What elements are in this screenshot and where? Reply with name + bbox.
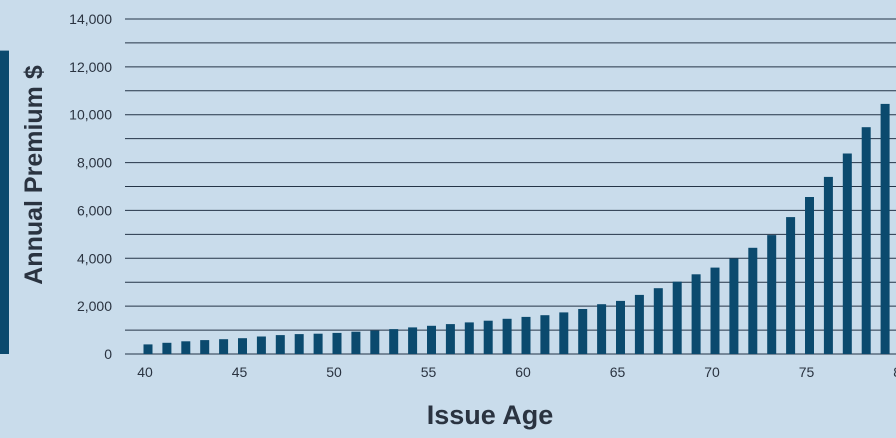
bar-age-68 (672, 281, 682, 354)
y-tick-labels: 0 2,000 4,000 6,000 8,000 10,000 12,000 14,000 (69, 11, 112, 362)
y-axis-title: Annual Premium $ (20, 65, 48, 285)
x-tick-label: 75 (799, 364, 815, 380)
bar-age-53 (389, 329, 399, 354)
y-tick-label: 8,000 (77, 155, 112, 171)
y-tick-label: 10,000 (69, 107, 112, 123)
bar-age-41 (162, 342, 172, 354)
x-tick-label: 45 (232, 364, 248, 380)
bar-age-47 (275, 335, 285, 354)
bar-age-45 (238, 338, 247, 354)
bar-age-74 (786, 217, 796, 354)
y-tick-label: 14,000 (69, 11, 112, 27)
x-tick-label: 65 (610, 364, 626, 380)
bar-age-72 (748, 247, 758, 354)
bar-age-52 (370, 330, 380, 354)
bar-age-63 (578, 309, 588, 354)
bar-age-56 (445, 324, 455, 354)
x-tick-label: 70 (704, 364, 720, 380)
y-tick-label: 2,000 (77, 298, 112, 314)
bar-age-77 (842, 153, 852, 354)
bar-age-57 (464, 322, 474, 354)
bar-age-51 (351, 331, 361, 354)
bar-age-78 (861, 127, 871, 354)
bar-age-55 (427, 325, 436, 354)
bar-age-73 (767, 235, 777, 354)
x-tick-labels: 40 45 50 55 60 65 70 75 80 (137, 364, 896, 380)
bar-age-64 (597, 304, 607, 354)
x-tick-label: 40 (137, 364, 153, 380)
bar-age-59 (502, 318, 512, 354)
x-tick-label: 60 (515, 364, 531, 380)
y-tick-label: 0 (104, 346, 112, 362)
bar-age-62 (559, 312, 569, 354)
bar-age-undefined (0, 50, 9, 354)
bar-age-49 (313, 333, 323, 354)
y-tick-label: 4,000 (77, 250, 112, 266)
bar-age-75 (805, 197, 814, 354)
bar-age-50 (332, 332, 342, 354)
bar-age-69 (691, 274, 701, 354)
bar-age-65 (616, 300, 625, 354)
x-tick-label: 50 (326, 364, 342, 380)
bar-age-61 (540, 315, 550, 354)
bar-age-60 (521, 316, 531, 354)
y-tick-label: 12,000 (69, 59, 112, 75)
bar-age-42 (181, 341, 191, 354)
bar-age-76 (823, 176, 833, 354)
y-tick-label: 6,000 (77, 202, 112, 218)
bar-age-46 (256, 336, 266, 354)
bar-age-44 (219, 339, 229, 354)
bar-age-48 (294, 334, 304, 354)
gridlines (125, 18, 896, 355)
bar-age-71 (729, 258, 739, 354)
bar-age-58 (483, 320, 493, 354)
x-tick-label: 80 (893, 364, 896, 380)
bar-age-66 (634, 294, 644, 354)
bars (0, 50, 890, 355)
bar-age-43 (200, 340, 210, 354)
bar-age-70 (710, 267, 720, 354)
x-axis-title: Issue Age (427, 400, 554, 430)
bar-age-40 (143, 344, 153, 354)
bar-age-67 (653, 288, 663, 354)
bar-age-54 (408, 327, 418, 354)
bar-age-79 (880, 103, 890, 355)
x-tick-label: 55 (421, 364, 437, 380)
